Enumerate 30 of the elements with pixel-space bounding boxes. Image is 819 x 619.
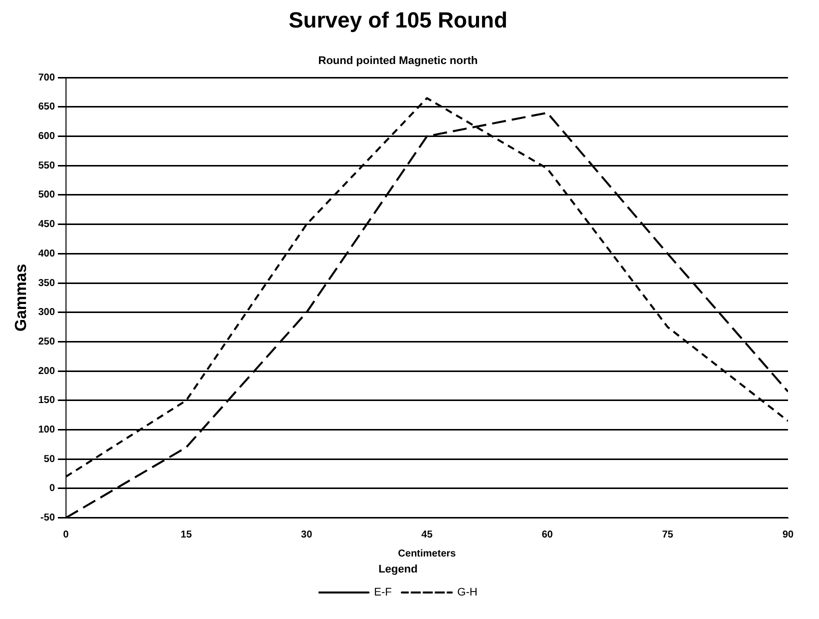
- y-tick-label: 600: [38, 131, 56, 142]
- legend-label: G-H: [457, 586, 478, 599]
- legend-title: Legend: [378, 563, 418, 576]
- y-tick-label: -50: [40, 512, 56, 524]
- y-tick-label: 150: [38, 395, 56, 406]
- x-tick-label: 75: [662, 530, 674, 541]
- x-tick-label: 45: [421, 530, 433, 541]
- y-tick-label: 400: [38, 248, 56, 260]
- chart-title: Survey of 105 Round: [288, 7, 508, 32]
- y-tick-label: 300: [38, 307, 56, 318]
- y-tick-label: 350: [38, 278, 56, 289]
- y-tick-label: 50: [44, 454, 56, 465]
- y-tick-label: 550: [38, 160, 56, 172]
- y-tick-label: 650: [38, 102, 56, 113]
- y-tick-label: 700: [38, 72, 56, 84]
- chart-subtitle: Round pointed Magnetic north: [318, 55, 478, 68]
- y-tick-label: 200: [38, 366, 56, 377]
- y-axis-title: Gammas: [13, 264, 30, 332]
- x-tick-label: 30: [301, 530, 313, 541]
- x-tick-label: 15: [180, 530, 192, 541]
- x-tick-label: 60: [542, 530, 554, 541]
- x-axis-title: Centimeters: [398, 548, 456, 560]
- y-tick-label: 450: [38, 219, 56, 230]
- y-tick-label: 500: [38, 190, 56, 201]
- y-tick-label: 250: [38, 336, 56, 348]
- x-tick-label: 0: [63, 530, 70, 541]
- legend-label: E-F: [374, 586, 392, 599]
- y-tick-label: 0: [49, 483, 56, 494]
- y-tick-label: 100: [38, 424, 56, 436]
- x-tick-label: 90: [782, 530, 794, 541]
